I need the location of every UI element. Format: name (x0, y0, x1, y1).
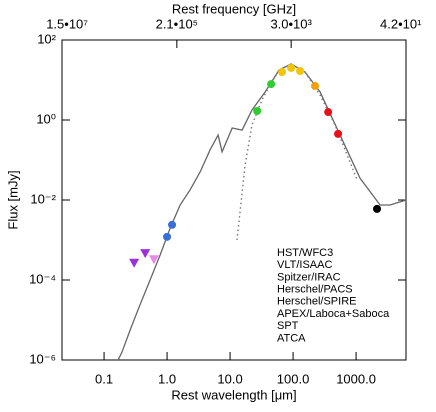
x-tick-label: 0.1 (95, 371, 113, 386)
x-tick-label: 1.0 (158, 371, 176, 386)
data-point (163, 232, 172, 241)
legend-entry: SPT (277, 320, 299, 332)
x2-tick-label: 4.2•10¹ (380, 16, 422, 31)
data-point (267, 80, 276, 89)
x-axis-title: Rest wavelength [μm] (171, 387, 296, 402)
upper-limit (148, 255, 159, 265)
data-point (334, 129, 343, 138)
y-tick-label: 10⁻² (30, 191, 56, 206)
legend-entry: Spitzer/IRAC (277, 271, 341, 283)
x2-tick-label: 1.5•10⁷ (46, 16, 88, 31)
y-axis-title: Flux [mJy] (5, 170, 20, 229)
y-tick-label: 10⁰ (36, 111, 56, 126)
x-tick-label: 1000.0 (336, 371, 376, 386)
model-curve (236, 63, 358, 241)
x-tick-label: 10.0 (217, 371, 242, 386)
upper-limit (140, 249, 151, 259)
legend-entry: ATCA (277, 332, 306, 344)
data-point (296, 66, 305, 75)
legend-entry: HST/WFC3 (277, 247, 333, 259)
y-tick-label: 10² (37, 31, 56, 46)
upper-limit (129, 258, 140, 268)
x2-tick-label: 2.1•10⁵ (156, 16, 198, 31)
data-point (287, 63, 296, 72)
data-point (324, 108, 333, 117)
data-point (278, 68, 287, 77)
data-point (311, 81, 320, 90)
y-tick-label: 10⁻⁴ (29, 271, 56, 286)
y-tick-label: 10⁻⁶ (29, 351, 56, 366)
legend-entry: Herschel/SPIRE (277, 296, 356, 308)
data-point (373, 204, 382, 213)
x2-tick-label: 3.0•10³ (270, 16, 312, 31)
legend-entry: APEX/Laboca+Saboca (277, 308, 390, 320)
data-point (168, 220, 177, 229)
x-tick-label: 100.0 (277, 371, 310, 386)
legend-entry: VLT/ISAAC (277, 259, 332, 271)
x2-axis-title: Rest frequency [GHz] (172, 1, 296, 16)
data-point (253, 106, 262, 115)
legend-entry: Herschel/PACS (277, 284, 353, 296)
